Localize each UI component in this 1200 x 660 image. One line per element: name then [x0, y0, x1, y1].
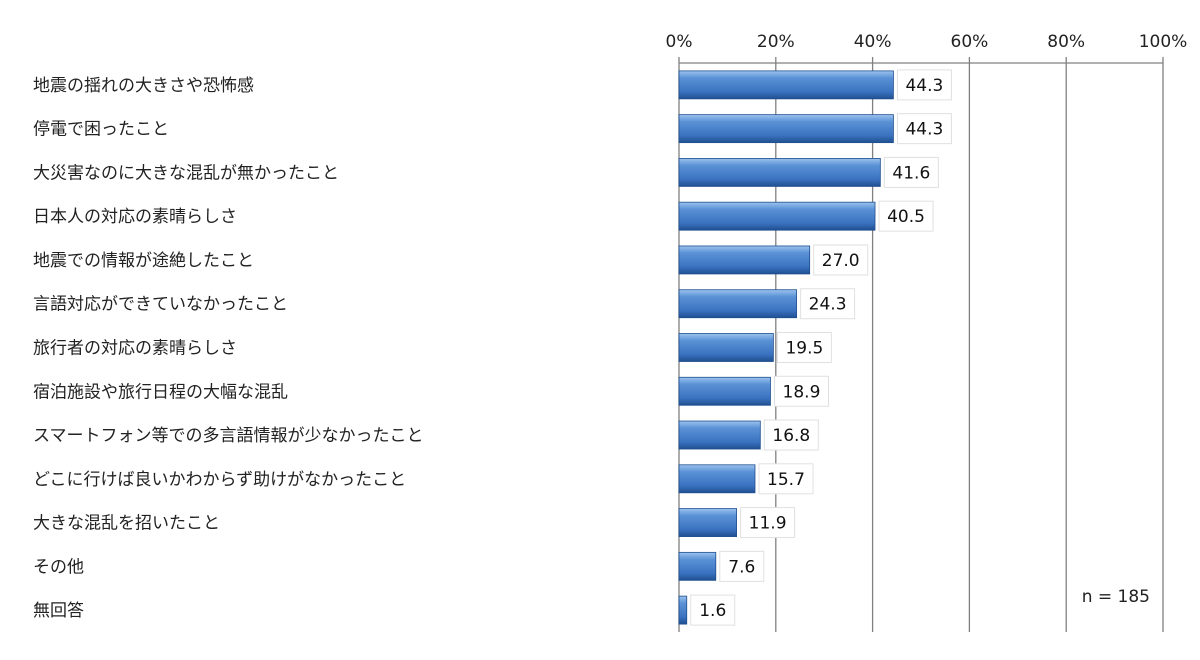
category-label: 地震の揺れの大きさや恐怖感 [33, 76, 254, 96]
data-label-box [896, 69, 952, 101]
bar [678, 158, 881, 187]
data-label: 44.3 [905, 120, 943, 140]
bar [678, 114, 894, 144]
data-label-box [773, 375, 829, 407]
data-label: 1.6 [699, 601, 726, 621]
category-label: 停電で困ったこと [33, 120, 169, 140]
data-label-box [776, 332, 832, 363]
bar [678, 595, 688, 625]
x-tick-label: 20% [757, 32, 795, 52]
category-label: 言語対応ができていなかったこと [33, 295, 288, 315]
category-label: 地震での情報が途絶したこと [33, 251, 254, 271]
data-label-box [763, 419, 819, 451]
x-tick-label: 80% [1047, 32, 1085, 52]
x-tick-label: 40% [854, 32, 892, 52]
data-label-box [690, 594, 736, 626]
data-label: 16.8 [772, 426, 810, 446]
bar [678, 201, 876, 231]
bar [678, 420, 761, 450]
category-label: どこに行けば良いかわからず助けがなかったこと [33, 470, 406, 490]
data-label-box [813, 244, 869, 276]
data-label-box [740, 507, 796, 539]
data-label: 11.9 [749, 514, 787, 534]
data-label-box [800, 288, 856, 320]
bar [678, 333, 774, 362]
x-tick-label: 100% [1139, 32, 1188, 52]
x-tick-label: 0% [666, 32, 693, 52]
data-label: 7.6 [728, 557, 755, 577]
data-label: 44.3 [905, 76, 943, 96]
bar [678, 464, 756, 494]
bar [678, 551, 717, 581]
data-label: 40.5 [887, 207, 925, 227]
data-label: 18.9 [783, 382, 821, 402]
bar [678, 70, 894, 100]
data-label: 15.7 [767, 470, 805, 490]
bar [678, 508, 737, 537]
bar [678, 376, 771, 406]
data-label: 24.3 [809, 295, 847, 315]
data-label: 41.6 [892, 163, 930, 183]
data-label: 19.5 [785, 339, 823, 359]
data-label-box [758, 463, 814, 495]
category-label: 大災害なのに大きな混乱が無かったこと [33, 163, 339, 183]
data-label: 27.0 [822, 251, 860, 271]
data-label-box [883, 156, 939, 188]
category-label: 大きな混乱を招いたこと [33, 514, 220, 534]
data-label-box [896, 113, 952, 145]
data-label-box [719, 550, 765, 582]
bar [678, 289, 798, 319]
category-label: 日本人の対応の素晴らしさ [33, 207, 237, 227]
category-label: 宿泊施設や旅行日程の大幅な混乱 [33, 382, 288, 402]
data-label-box [878, 200, 934, 232]
category-label: スマートフォン等での多言語情報が少なかったこと [33, 426, 424, 446]
category-label: 無回答 [33, 601, 84, 621]
category-label: その他 [33, 557, 84, 577]
category-label: 旅行者の対応の素晴らしさ [33, 339, 237, 359]
x-tick-label: 60% [951, 32, 989, 52]
bar [678, 245, 811, 275]
sample-size-annotation: n = 185 [1082, 587, 1150, 607]
